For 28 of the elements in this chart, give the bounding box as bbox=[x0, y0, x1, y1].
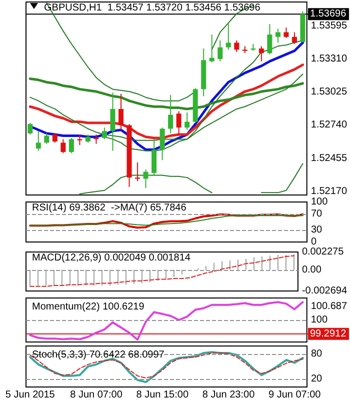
chart-title: MACD(12,26,9) 0.002049 0.001814 bbox=[32, 252, 191, 264]
y-tick-label: 100 bbox=[311, 196, 328, 208]
y-tick-label: 0.002275 bbox=[302, 246, 344, 258]
chart-title: RSI(14) 69.3862 ->MA(7) 65.7846 bbox=[32, 202, 187, 214]
ref-line-label: 99.2912 bbox=[310, 328, 347, 340]
y-tick-label: 30 bbox=[311, 224, 323, 236]
x-tick-label: 8 Jun 07:00 bbox=[70, 390, 123, 400]
y-tick-label: 0.00 bbox=[302, 264, 322, 276]
y-tick-label: 1.53025 bbox=[310, 86, 348, 98]
y-tick-label: -0.002694 bbox=[302, 286, 348, 296]
y-tick-label: 100 bbox=[310, 314, 328, 326]
chart-title: Momentum(22) 100.6219 bbox=[32, 302, 145, 312]
y-tick-label: 100.687 bbox=[310, 301, 348, 312]
y-tick-label: 20 bbox=[311, 373, 323, 384]
x-tick-label: 5 Jun 2015 bbox=[5, 390, 56, 400]
ref-line-label: 1.53696 bbox=[310, 8, 347, 20]
chart-title: Stoch(5,3,3) 70.6422 68.0997 bbox=[32, 350, 165, 360]
y-tick-label: 1.53595 bbox=[310, 20, 348, 32]
x-tick-label: 9 Jun 07:00 bbox=[268, 390, 322, 400]
y-tick-label: 80 bbox=[311, 348, 323, 360]
y-tick-label: 1.53310 bbox=[310, 53, 348, 64]
y-tick-label: 1.52455 bbox=[310, 152, 348, 164]
y-tick-label: 1.52740 bbox=[310, 120, 348, 131]
y-tick-label: 1.52170 bbox=[310, 186, 348, 198]
y-tick-label: 0 bbox=[311, 236, 317, 248]
y-tick-label: 70 bbox=[311, 208, 323, 220]
x-tick-label: 8 Jun 15:00 bbox=[136, 390, 189, 400]
x-tick-label: 8 Jun 23:00 bbox=[202, 390, 256, 400]
